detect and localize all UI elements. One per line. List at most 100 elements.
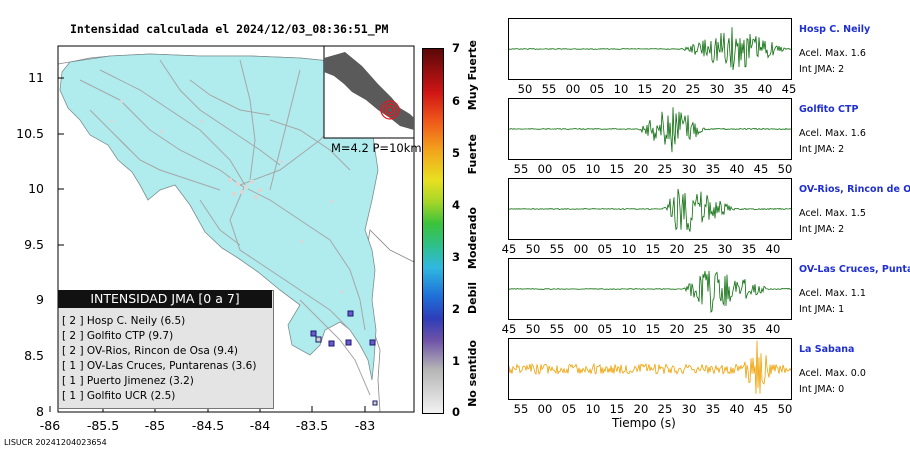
station-jma-intensity: Int JMA: 2: [799, 64, 845, 75]
waveform-time-tick: 15: [609, 162, 625, 176]
waveform-time-tick: 15: [637, 82, 653, 96]
station-name: OV-Rios, Rincon de Os: [799, 184, 910, 195]
waveform-time-tick: 45: [753, 162, 769, 176]
waveform-time-tick: 30: [681, 162, 697, 176]
city-dots: [110, 100, 343, 293]
waveform-time-tick: 20: [669, 242, 685, 256]
waveform-time-tick: 05: [561, 162, 577, 176]
waveform-time-tick: 10: [613, 82, 629, 96]
map-y-tick: 8: [36, 404, 44, 419]
station-jma-intensity: Int JMA: 0: [799, 384, 845, 395]
waveform-time-tick: 50: [777, 162, 793, 176]
colorbar-label: Debil: [466, 282, 479, 315]
station-jma-intensity: Int JMA: 2: [799, 144, 845, 155]
waveform-time-tick: 20: [661, 82, 677, 96]
legend-item: [ 1 ] Puerto Jimenez (3.2): [62, 375, 194, 387]
map-y-tick: 10: [28, 181, 44, 196]
waveform-time-tick: 40: [757, 82, 773, 96]
station-name: OV-Las Cruces, Puntar: [799, 264, 910, 275]
waveform-time-tick: 30: [681, 402, 697, 416]
waveform-time-tick: 15: [645, 242, 661, 256]
seismogram-trace: [508, 27, 792, 71]
intensity-legend: [58, 290, 274, 409]
waveform-time-tick: 50: [525, 242, 541, 256]
waveform-time-tick: 15: [609, 402, 625, 416]
legend-item: [ 2 ] Golfito CTP (9.7): [62, 330, 174, 342]
seismogram-trace: [508, 340, 792, 394]
station-name: La Sabana: [799, 344, 855, 355]
waveform-panel: [508, 98, 792, 160]
waveform-time-tick: 35: [733, 82, 749, 96]
waveform-time-tick: 25: [657, 402, 673, 416]
station-markers: [310, 310, 378, 406]
colorbar-tick: 2: [452, 302, 461, 316]
map-x-tick: -84: [249, 418, 271, 433]
waveform-time-tick: 05: [561, 402, 577, 416]
waveform-time-tick: 05: [597, 322, 613, 336]
waveform-time-tick: 45: [501, 322, 517, 336]
waveform-time-tick: 40: [765, 242, 781, 256]
waveform-time-tick: 40: [765, 322, 781, 336]
waveform-time-tick: 55: [513, 162, 529, 176]
seismogram-trace: [508, 107, 792, 153]
map-x-tick: -83: [354, 418, 376, 433]
waveform-panel: [508, 18, 792, 80]
waveform-time-tick: 30: [717, 242, 733, 256]
waveform-time-tick: 55: [513, 402, 529, 416]
waveform-time-tick: 50: [525, 322, 541, 336]
colorbar-label: Fuerte: [466, 134, 479, 175]
waveform-time-tick: 20: [669, 322, 685, 336]
waveform-time-tick: 55: [549, 242, 565, 256]
colorbar-tick: 3: [452, 250, 461, 264]
station-max-accel: Acel. Max. 0.0: [799, 368, 866, 379]
waveform-time-tick: 25: [693, 242, 709, 256]
intensity-colorbar: [422, 48, 444, 414]
waveform-time-tick: 05: [597, 242, 613, 256]
waveform-time-tick: 20: [633, 162, 649, 176]
inset-magnitude-label: M=4.2 P=10km: [331, 141, 422, 155]
station-max-accel: Acel. Max. 1.6: [799, 48, 866, 59]
waveform-time-tick: 40: [729, 402, 745, 416]
station-max-accel: Acel. Max. 1.6: [799, 128, 866, 139]
waveform-panel: [508, 338, 792, 400]
legend-item: [ 2 ] Hosp C. Neily (6.5): [62, 315, 186, 327]
inset-land: [324, 52, 414, 130]
station-max-accel: Acel. Max. 1.1: [799, 288, 866, 299]
map-y-tick: 8.5: [24, 348, 44, 363]
colorbar-tick: 5: [452, 146, 461, 160]
colorbar-label: Muy Fuerte: [466, 40, 479, 111]
waveform-time-tick: 00: [537, 402, 553, 416]
station-jma-intensity: Int JMA: 2: [799, 224, 845, 235]
waveform-time-tick: 55: [549, 322, 565, 336]
waveform-time-tick: 15: [645, 322, 661, 336]
waveform-time-tick: 25: [657, 162, 673, 176]
colorbar-tick: 6: [452, 94, 461, 108]
legend-item: [ 2 ] OV-Rios, Rincon de Osa (9.4): [62, 345, 239, 357]
colorbar-label: Moderado: [466, 207, 479, 270]
map-x-tick: -83.5: [295, 418, 329, 433]
waveform-panel: [508, 178, 792, 240]
waveform-time-tick: 30: [709, 82, 725, 96]
legend-item: [ 1 ] Golfito UCR (2.5): [62, 390, 176, 402]
waveform-time-tick: 20: [633, 402, 649, 416]
station-name: Hosp C. Neily: [799, 24, 871, 35]
colorbar-tick: 1: [452, 354, 461, 368]
waveform-time-tick: 10: [585, 402, 601, 416]
waveform-time-tick: 55: [541, 82, 557, 96]
waveform-time-tick: 45: [501, 242, 517, 256]
waveform-time-tick: 35: [741, 322, 757, 336]
map-frame: [57, 45, 415, 413]
station-max-accel: Acel. Max. 1.5: [799, 208, 866, 219]
waveform-time-tick: 35: [741, 242, 757, 256]
waveform-time-tick: 00: [573, 242, 589, 256]
waveform-time-tick: 25: [693, 322, 709, 336]
waveform-time-tick: 00: [537, 162, 553, 176]
page-title: Intensidad calculada el 2024/12/03_08:36…: [70, 22, 389, 36]
x-axis-title: Tiempo (s): [612, 416, 676, 430]
map-y-tick: 10.5: [16, 126, 44, 141]
station-jma-intensity: Int JMA: 1: [799, 304, 845, 315]
waveform-time-tick: 10: [621, 322, 637, 336]
map-y-tick: 11: [28, 70, 44, 85]
colorbar-tick: 4: [452, 198, 461, 212]
map-y-tick: 9.5: [24, 237, 44, 252]
